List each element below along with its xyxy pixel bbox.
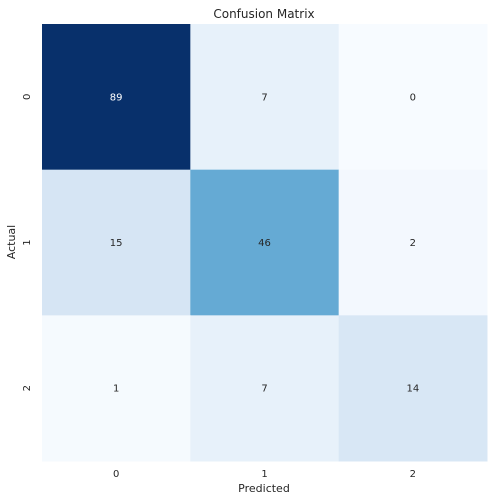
- cell-value-label: 46: [258, 238, 271, 249]
- heatmap-cell: [338, 24, 488, 171]
- heatmap-cell: [190, 24, 340, 171]
- cell-value-label: 15: [110, 238, 123, 249]
- y-tick-label: 0: [22, 94, 33, 100]
- heatmap-cell: [42, 169, 191, 316]
- cell-value-label: 14: [406, 384, 419, 395]
- heatmap-cell: [338, 315, 488, 462]
- cell-value-label: 0: [410, 92, 416, 103]
- x-tick-labels: 0 1 2: [113, 469, 416, 480]
- heatmap-cell: [190, 169, 340, 316]
- cell-value-label: 1: [113, 384, 119, 395]
- heatmap-cell: [190, 315, 340, 462]
- chart-title: Confusion Matrix: [213, 7, 314, 21]
- y-tick-label: 1: [22, 239, 33, 245]
- heatmap-cells: 89 7 0 15 46 2 1 7 14: [42, 24, 488, 462]
- heatmap-cell: [42, 315, 191, 462]
- heatmap-cell: [338, 169, 488, 316]
- x-tick-label: 0: [113, 469, 119, 480]
- y-tick-label: 2: [22, 385, 33, 391]
- cell-value-label: 7: [261, 384, 267, 395]
- cell-value-label: 7: [261, 92, 267, 103]
- y-axis-label: Actual: [5, 225, 18, 259]
- cell-value-label: 2: [410, 238, 416, 249]
- heatmap-cell: [42, 24, 191, 171]
- cell-value-label: 89: [110, 92, 123, 103]
- x-tick-label: 1: [261, 469, 267, 480]
- x-axis-label: Predicted: [238, 482, 290, 495]
- x-tick-label: 2: [410, 469, 416, 480]
- y-tick-labels: 0 1 2: [22, 94, 33, 392]
